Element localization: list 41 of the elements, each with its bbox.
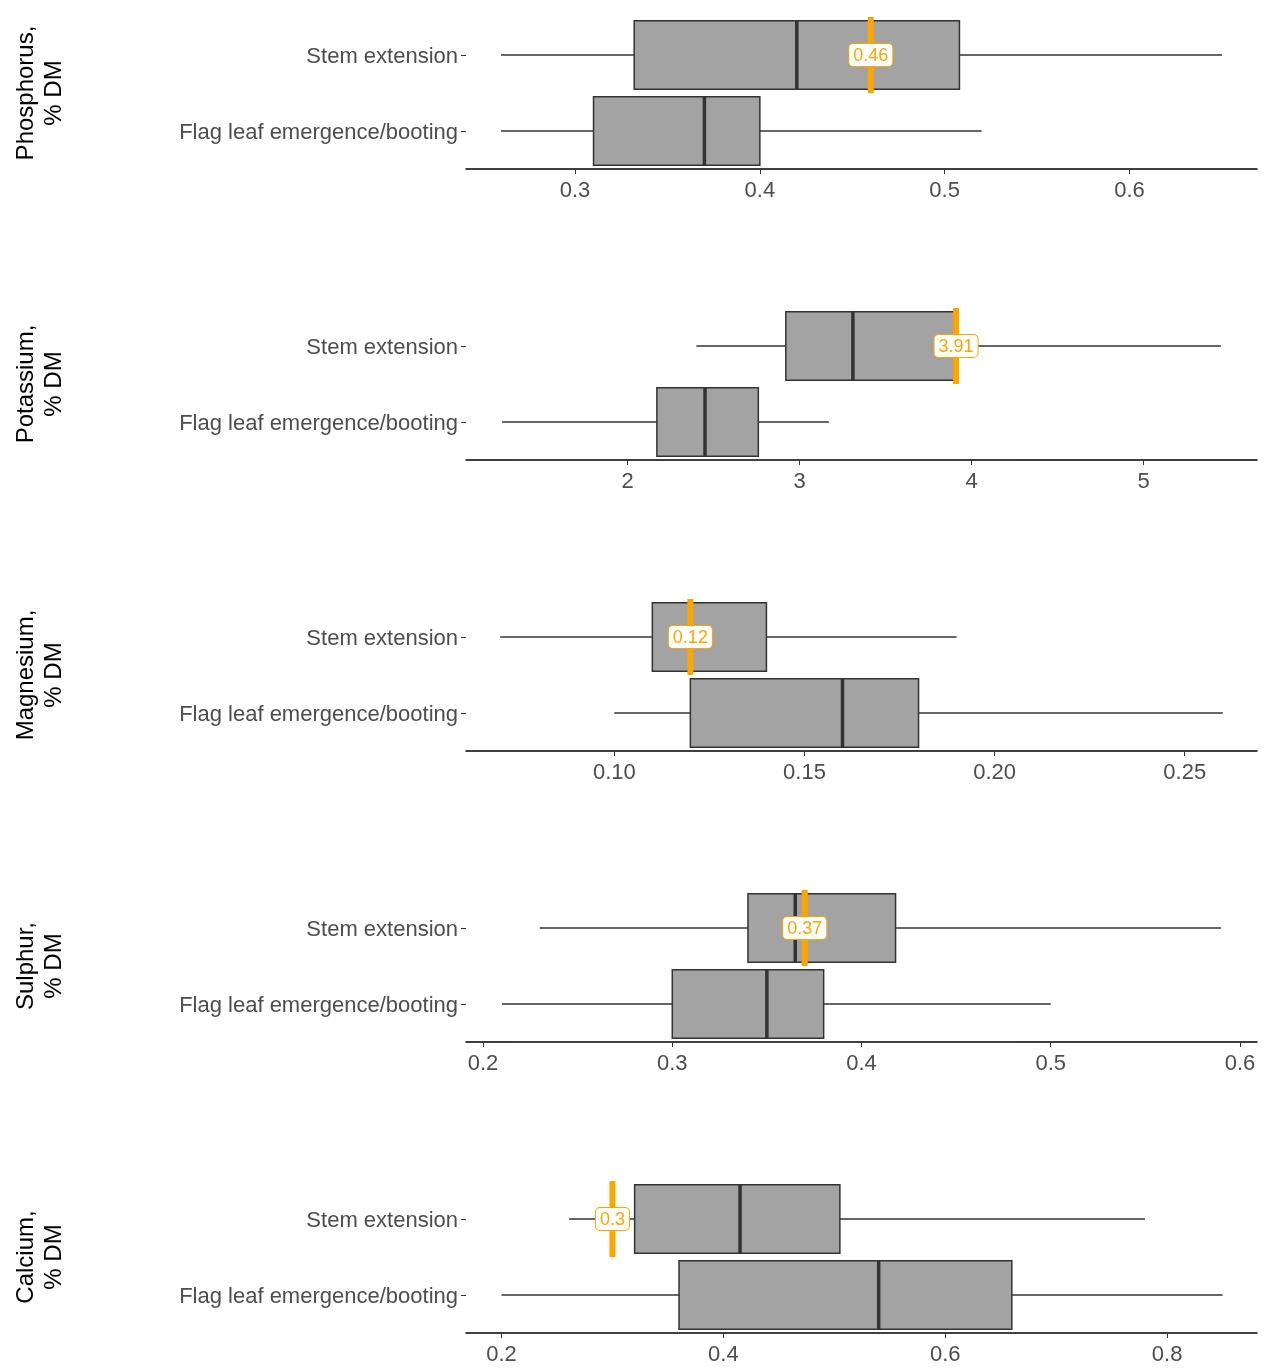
y-tick-label: Stem extension [306, 1206, 458, 1232]
x-tick-label: 0.15 [783, 758, 826, 784]
y-tick-label: Flag leaf emergence/booting [179, 409, 458, 435]
x-tick-label: 2 [621, 467, 634, 493]
y-tick-label: Stem extension [306, 42, 458, 68]
y-axis-title: Phosphorus, % DM [10, 25, 66, 161]
x-tick-label: 0.25 [1163, 758, 1207, 784]
ref-line-label: 0.12 [672, 627, 708, 647]
y-tick-label: Flag leaf emergence/booting [179, 700, 458, 726]
x-tick-label: 0.5 [1035, 1049, 1067, 1075]
x-tick-label: 0.5 [929, 176, 960, 202]
y-axis-title: Potassium, % DM [10, 324, 66, 444]
x-tick-label: 0.20 [973, 758, 1017, 784]
x-tick-label: 0.6 [1114, 176, 1145, 202]
x-tick-label: 0.6 [1224, 1049, 1256, 1075]
x-tick-label: 0.3 [559, 176, 591, 202]
x-tick-label: 0.4 [708, 1340, 739, 1366]
ref-line-label: 0.37 [787, 918, 823, 938]
x-tick-label: 0.4 [744, 176, 776, 202]
x-tick-label: 0.6 [929, 1340, 961, 1366]
y-tick-label: Flag leaf emergence/booting [179, 1282, 458, 1308]
y-axis-title: Calcium, % DM [10, 1210, 66, 1304]
y-tick-label: Stem extension [306, 624, 458, 650]
x-tick-label: 4 [965, 467, 978, 493]
ref-line-label: 3.91 [938, 336, 974, 356]
x-tick-label: 0.4 [846, 1049, 877, 1075]
y-axis-title: Magnesium, % DM [10, 609, 66, 741]
x-tick-label: 0.3 [656, 1049, 688, 1075]
y-tick-label: Flag leaf emergence/booting [179, 991, 458, 1017]
x-tick-label: 0.2 [486, 1340, 517, 1366]
x-tick-label: 0.2 [467, 1049, 499, 1075]
x-tick-label: 0.10 [592, 758, 636, 784]
ref-line-label: 0.46 [853, 45, 889, 65]
y-tick-label: Flag leaf emergence/booting [179, 118, 458, 144]
y-tick-label: Stem extension [306, 915, 458, 941]
x-tick-label: 3 [793, 467, 806, 493]
y-tick-label: Stem extension [306, 333, 458, 359]
x-tick-label: 0.8 [1151, 1340, 1183, 1366]
x-tick-label: 5 [1137, 467, 1150, 493]
ref-line-label: 0.3 [599, 1209, 625, 1229]
y-axis-title: Sulphur, % DM [10, 921, 66, 1011]
